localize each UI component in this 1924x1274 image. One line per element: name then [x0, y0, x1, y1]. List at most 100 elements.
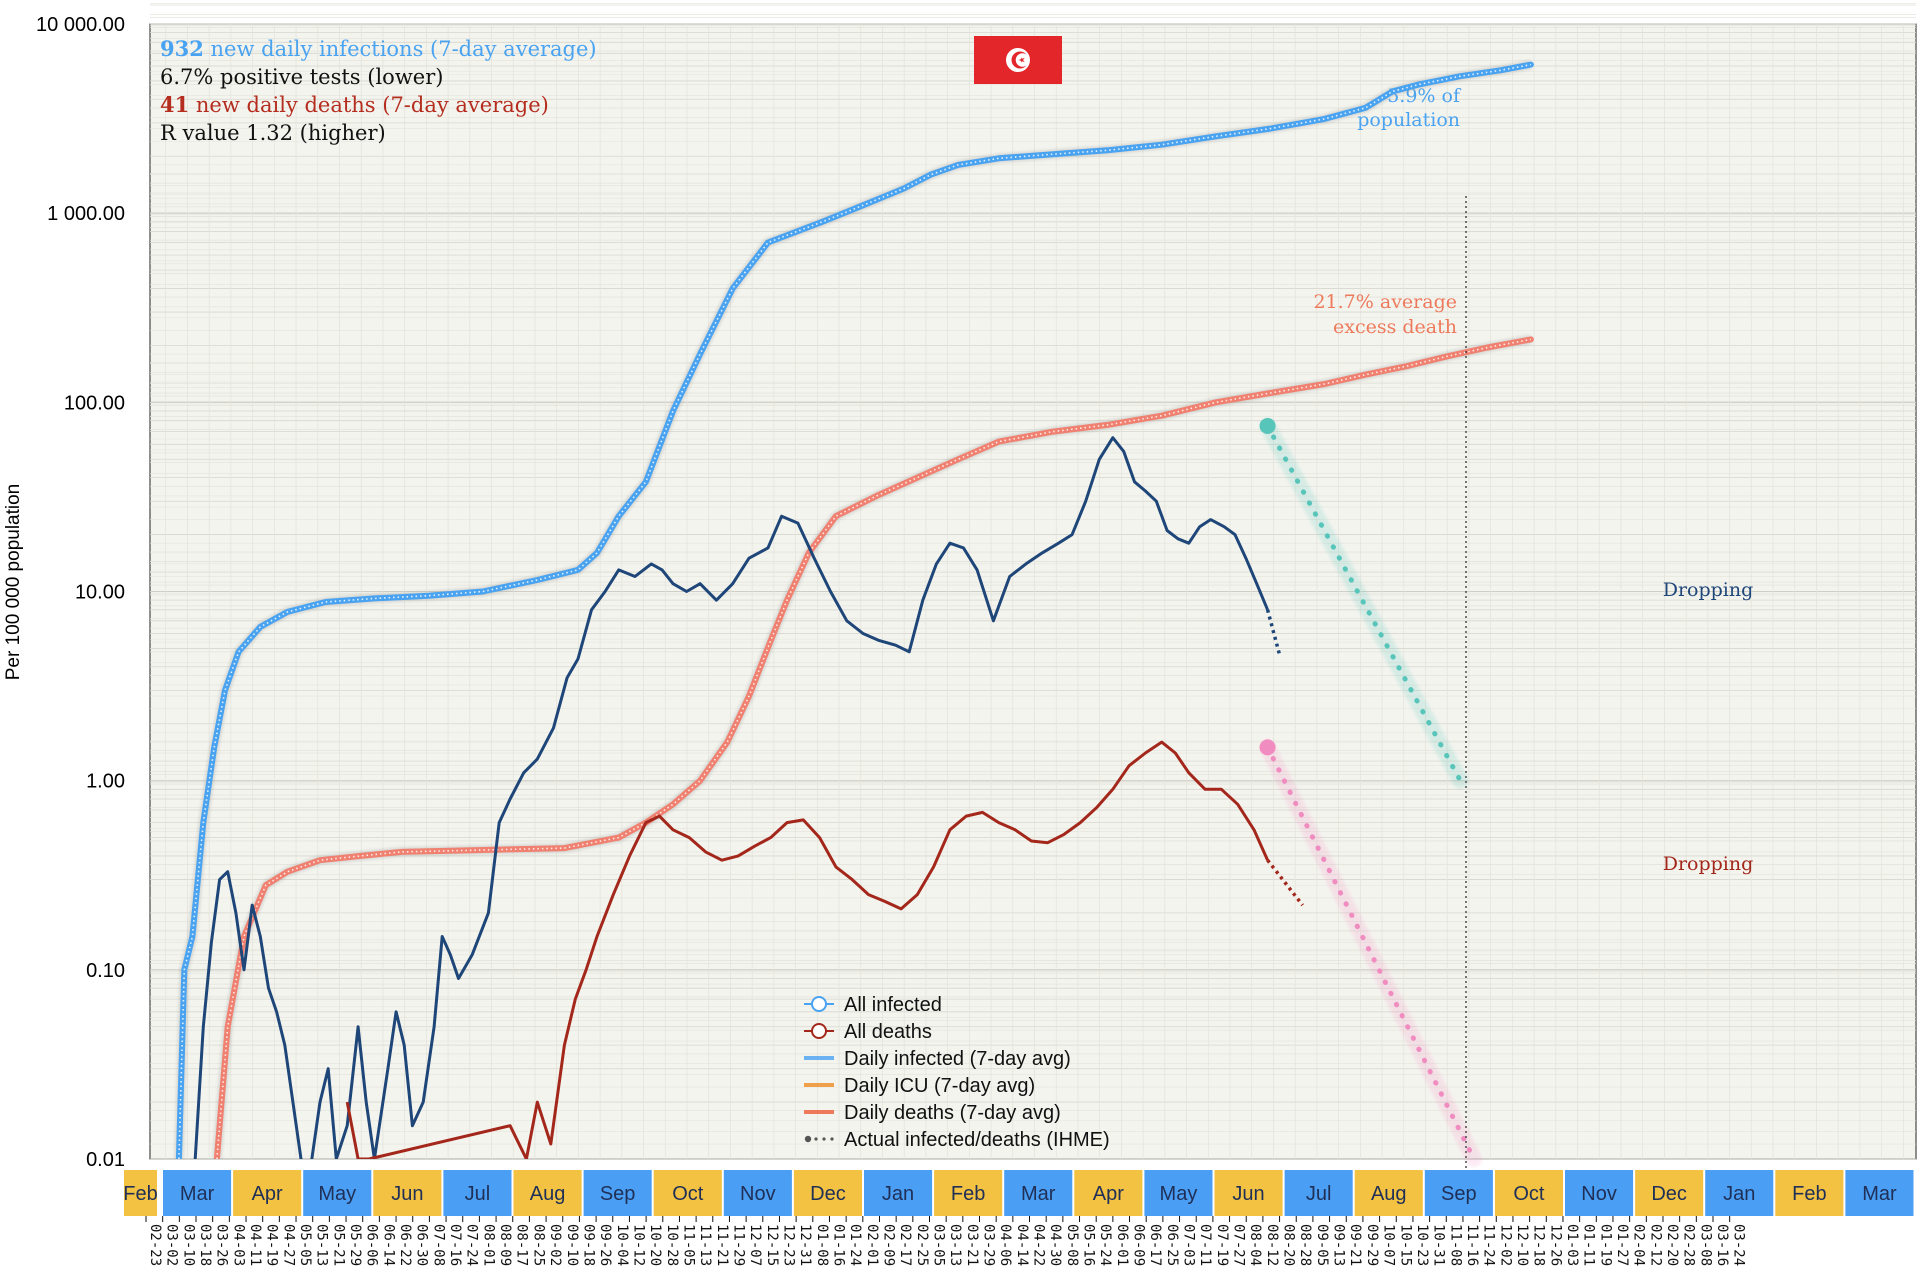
month-label: Sep — [1441, 1183, 1477, 1205]
annotation-infected-share-2: population — [1357, 109, 1460, 131]
date-label: 09-26 — [597, 1224, 613, 1266]
series-markers — [216, 338, 1532, 1159]
date-label: 12-31 — [797, 1224, 813, 1266]
date-label: 03-02 — [164, 1224, 180, 1266]
date-label: 07-19 — [1214, 1224, 1230, 1266]
headline-deaths-text: new daily deaths (7-day average) — [189, 93, 549, 117]
month-cell — [793, 1170, 862, 1216]
legend-label: Daily infected (7-day avg) — [844, 1048, 1071, 1070]
date-label: 05-24 — [1097, 1224, 1113, 1266]
tunisia-flag-icon — [974, 36, 1062, 84]
month-bar: Feb Mar Apr May Jun Jul Aug Sep Oct Nov Dec Jan Feb M… — [123, 1170, 1914, 1216]
date-label: 02-04 — [1631, 1224, 1647, 1266]
date-label: 12-26 — [1547, 1224, 1563, 1266]
date-label: 09-10 — [564, 1224, 580, 1266]
series-line — [345, 740, 1269, 1159]
month-cell — [443, 1170, 512, 1216]
date-label: 03-16 — [1714, 1224, 1730, 1266]
headline-r-value: R value 1.32 (higher) — [160, 121, 386, 145]
legend-label: All infected — [844, 994, 942, 1016]
month-label: Nov — [1581, 1183, 1617, 1205]
month-cell — [1214, 1170, 1283, 1216]
date-label: 05-21 — [330, 1224, 346, 1266]
headline: 932 new daily infections (7-day average)… — [160, 36, 597, 145]
month-cell — [583, 1170, 652, 1216]
month-cell — [1144, 1170, 1213, 1216]
month-cell — [653, 1170, 722, 1216]
month-label: Feb — [951, 1183, 985, 1205]
legend-swatch-dot — [804, 1135, 812, 1143]
month-label: Jan — [882, 1183, 914, 1205]
date-label: 01-24 — [847, 1224, 863, 1266]
date-label: 06-01 — [1114, 1224, 1130, 1266]
series-line — [193, 436, 1269, 1159]
annotation-dropping-infections: Dropping — [1663, 579, 1754, 601]
y-tick-label: 10.00 — [75, 582, 125, 604]
date-label: 10-04 — [614, 1224, 630, 1266]
annotation-excess-death-2: excess death — [1333, 316, 1457, 338]
date-label: 06-14 — [380, 1224, 396, 1266]
annotation-excess-death-1: 21.7% average — [1313, 291, 1457, 313]
y-tick-label: 10 000.00 — [36, 14, 125, 36]
date-label: 09-13 — [1331, 1224, 1347, 1266]
month-label: Dec — [810, 1183, 846, 1205]
month-label: Jun — [1232, 1183, 1264, 1205]
legend-swatch-circle — [811, 1023, 827, 1039]
annotations: 5.9% of population 21.7% average excess … — [1313, 85, 1753, 875]
date-label: 01-19 — [1597, 1224, 1613, 1266]
date-label: 12-07 — [747, 1224, 763, 1266]
date-label: 03-13 — [947, 1224, 963, 1266]
date-label: 11-08 — [1447, 1224, 1463, 1266]
y-tick-label: 0.01 — [86, 1149, 125, 1171]
legend-label: Daily deaths (7-day avg) — [844, 1102, 1061, 1124]
date-label: 10-31 — [1431, 1224, 1447, 1266]
date-label: 03-08 — [1697, 1224, 1713, 1266]
legend-label: Actual infected/deaths (IHME) — [844, 1129, 1110, 1151]
date-label: 05-29 — [347, 1224, 363, 1266]
date-label: 10-20 — [647, 1224, 663, 1266]
date-label: 12-02 — [1497, 1224, 1513, 1266]
date-label: 03-29 — [981, 1224, 997, 1266]
month-label: Oct — [672, 1183, 704, 1205]
headline-deaths-value: 41 — [160, 92, 189, 117]
series-layer — [174, 60, 1534, 1167]
month-cell — [1775, 1170, 1844, 1216]
headline-positive-tests: 6.7% positive tests (lower) — [160, 65, 443, 89]
month-cell — [1074, 1170, 1143, 1216]
month-label: Apr — [252, 1183, 283, 1205]
grid-lines — [150, 3, 1916, 1160]
vertical-grid-lines — [165, 24, 1904, 1159]
month-label: May — [318, 1183, 356, 1205]
date-label: 03-21 — [964, 1224, 980, 1266]
date-label: 08-04 — [1247, 1224, 1263, 1266]
projection-start-dot — [1259, 739, 1276, 756]
date-label: 09-29 — [1364, 1224, 1380, 1266]
date-label: 01-03 — [1564, 1224, 1580, 1266]
date-label: 04-11 — [247, 1224, 263, 1266]
month-label: Oct — [1513, 1183, 1545, 1205]
month-cell — [1565, 1170, 1634, 1216]
month-cell — [513, 1170, 582, 1216]
date-label: 04-27 — [280, 1224, 296, 1266]
projection-line — [1265, 423, 1463, 784]
date-label: 08-09 — [497, 1224, 513, 1266]
date-label: 09-18 — [580, 1224, 596, 1266]
projection-line — [1265, 744, 1477, 1162]
month-cell — [1635, 1170, 1704, 1216]
date-label: 03-10 — [180, 1224, 196, 1266]
month-cell — [1845, 1170, 1914, 1216]
legend-label: Daily ICU (7-day avg) — [844, 1075, 1035, 1097]
date-label: 12-10 — [1514, 1224, 1530, 1266]
month-label: Feb — [1792, 1183, 1826, 1205]
date-label: 01-27 — [1614, 1224, 1630, 1266]
date-label: 08-28 — [1297, 1224, 1313, 1266]
month-cell — [1004, 1170, 1073, 1216]
legend: All infected All deaths Daily infected (7-… — [804, 994, 1110, 1151]
date-label: 04-30 — [1047, 1224, 1063, 1266]
month-label: Jul — [1306, 1183, 1332, 1205]
date-label: 02-17 — [897, 1224, 913, 1266]
date-label: 02-25 — [914, 1224, 930, 1266]
date-label: 02-28 — [1681, 1224, 1697, 1266]
y-tick-label: 1 000.00 — [47, 203, 125, 225]
month-cell — [864, 1170, 933, 1216]
